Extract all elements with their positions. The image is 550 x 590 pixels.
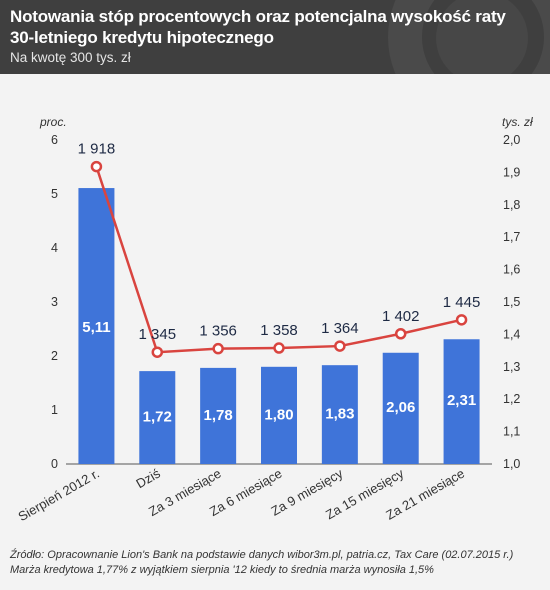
y-right-tick-label: 1,2 xyxy=(503,392,520,406)
line-value-label: 1 445 xyxy=(443,294,481,311)
y-right-tick-label: 1,6 xyxy=(503,263,520,277)
header-decoration-inner xyxy=(436,0,528,74)
chart-footer: Źródło: Opracownanie Lion's Bank na pods… xyxy=(10,548,513,578)
line-value-label: 1 358 xyxy=(260,322,298,339)
bar xyxy=(261,366,297,464)
bar-value-label: 2,06 xyxy=(386,399,415,416)
chart-subtitle: Na kwotę 300 tys. zł xyxy=(10,50,131,65)
y-left-tick-label: 2 xyxy=(51,349,58,363)
bar xyxy=(321,365,358,464)
y-right-tick-label: 1,9 xyxy=(503,165,520,179)
y-left-tick-label: 5 xyxy=(51,187,58,201)
margin-note: Marża kredytowa 1,77% z wyjątkiem sierpn… xyxy=(10,564,434,576)
line-value-label: 1 402 xyxy=(382,308,420,325)
bar-value-label: 1,80 xyxy=(264,406,293,423)
y-right-tick-label: 1,1 xyxy=(503,425,520,439)
bar-value-label: 5,11 xyxy=(82,319,110,336)
x-category-label: Sierpień 2012 r. xyxy=(16,466,102,525)
line-point xyxy=(273,342,285,354)
line-value-label: 1 356 xyxy=(199,323,237,340)
chart-header: Notowania stóp procentowych oraz potencj… xyxy=(0,0,550,74)
combo-chart: proc. tys. zł 0 1 2 3 4 5 6 1,0 1,1 1,2 1,3 1,4 1,5 1,6… xyxy=(16,115,533,525)
line-point xyxy=(212,342,224,355)
y-right-tick-label: 1,7 xyxy=(503,230,520,244)
y-right-tick-label: 1,8 xyxy=(503,198,520,212)
bar xyxy=(200,367,237,464)
bar-value-label: 2,31 xyxy=(447,392,476,409)
y-right-tick-label: 1,3 xyxy=(503,360,520,374)
y-left-axis-label: proc. xyxy=(39,115,67,129)
line-point xyxy=(455,314,468,326)
bar-value-label: 1,83 xyxy=(325,406,354,423)
y-left-tick-label: 4 xyxy=(51,241,58,255)
y-right-tick-label: 1,0 xyxy=(503,457,520,471)
chart-title: Notowania stóp procentowych oraz potencj… xyxy=(10,7,506,47)
y-right-axis-label: tys. zł xyxy=(502,115,533,129)
y-right-tick-label: 1,4 xyxy=(503,327,520,341)
x-category-label: Dziś xyxy=(133,465,163,491)
line-point xyxy=(151,346,164,358)
y-left-tick-label: 6 xyxy=(51,133,58,147)
source-note: Źródło: Opracownanie Lion's Bank na pods… xyxy=(10,549,514,561)
bar-value-label: 1,72 xyxy=(143,409,172,426)
line-value-label: 1 345 xyxy=(139,326,177,343)
bar xyxy=(382,352,419,464)
line-value-label: 1 364 xyxy=(321,320,359,337)
y-left-tick-label: 0 xyxy=(51,457,58,471)
bar-value-label: 1,78 xyxy=(204,407,233,424)
y-right-tick-label: 1,5 xyxy=(503,295,520,309)
line-point xyxy=(394,328,407,340)
y-left-tick-label: 3 xyxy=(51,295,58,309)
header-decoration xyxy=(388,0,550,74)
line-point xyxy=(334,340,346,352)
y-right-tick-label: 2,0 xyxy=(503,133,520,147)
bar xyxy=(78,188,115,464)
line-point xyxy=(90,160,103,173)
bar xyxy=(443,339,480,464)
line-value-label: 1 918 xyxy=(78,141,116,158)
bar xyxy=(139,371,176,464)
y-left-tick-label: 1 xyxy=(51,403,58,417)
